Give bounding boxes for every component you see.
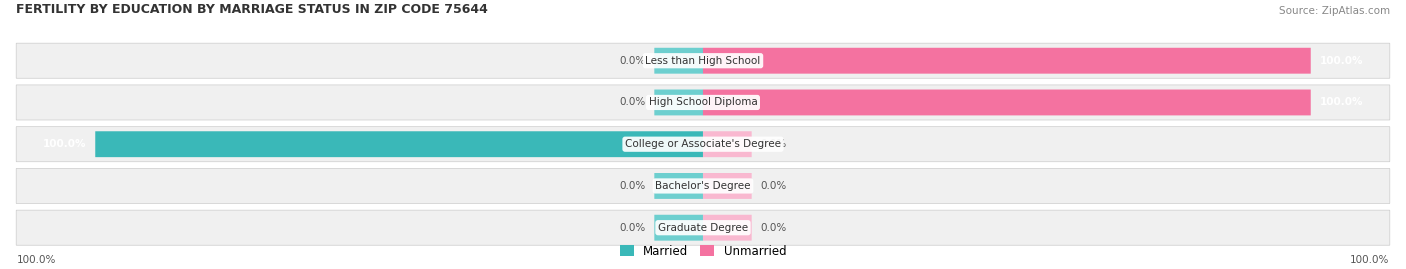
Text: 100.0%: 100.0% xyxy=(1320,97,1364,107)
Text: 0.0%: 0.0% xyxy=(619,97,645,107)
Text: High School Diploma: High School Diploma xyxy=(648,97,758,107)
Text: 100.0%: 100.0% xyxy=(42,139,86,149)
FancyBboxPatch shape xyxy=(654,48,703,74)
FancyBboxPatch shape xyxy=(17,127,1389,162)
FancyBboxPatch shape xyxy=(17,168,1389,203)
FancyBboxPatch shape xyxy=(703,173,752,199)
FancyBboxPatch shape xyxy=(703,48,1310,74)
Legend: Married, Unmarried: Married, Unmarried xyxy=(620,245,786,258)
Text: College or Associate's Degree: College or Associate's Degree xyxy=(626,139,780,149)
Text: Graduate Degree: Graduate Degree xyxy=(658,223,748,233)
Text: 0.0%: 0.0% xyxy=(619,181,645,191)
FancyBboxPatch shape xyxy=(17,43,1389,78)
Text: 0.0%: 0.0% xyxy=(761,223,787,233)
Text: 0.0%: 0.0% xyxy=(761,139,787,149)
Text: FERTILITY BY EDUCATION BY MARRIAGE STATUS IN ZIP CODE 75644: FERTILITY BY EDUCATION BY MARRIAGE STATU… xyxy=(17,3,488,16)
Text: 100.0%: 100.0% xyxy=(17,255,56,265)
FancyBboxPatch shape xyxy=(654,173,703,199)
FancyBboxPatch shape xyxy=(654,215,703,241)
Text: 0.0%: 0.0% xyxy=(619,56,645,66)
FancyBboxPatch shape xyxy=(17,210,1389,245)
Text: Source: ZipAtlas.com: Source: ZipAtlas.com xyxy=(1278,6,1389,16)
Text: Bachelor's Degree: Bachelor's Degree xyxy=(655,181,751,191)
FancyBboxPatch shape xyxy=(703,90,1310,115)
FancyBboxPatch shape xyxy=(703,215,752,241)
Text: 0.0%: 0.0% xyxy=(761,181,787,191)
Text: 100.0%: 100.0% xyxy=(1350,255,1389,265)
Text: 0.0%: 0.0% xyxy=(619,223,645,233)
Text: 100.0%: 100.0% xyxy=(1320,56,1364,66)
FancyBboxPatch shape xyxy=(703,131,752,157)
Text: Less than High School: Less than High School xyxy=(645,56,761,66)
FancyBboxPatch shape xyxy=(96,131,703,157)
FancyBboxPatch shape xyxy=(17,85,1389,120)
FancyBboxPatch shape xyxy=(654,90,703,115)
